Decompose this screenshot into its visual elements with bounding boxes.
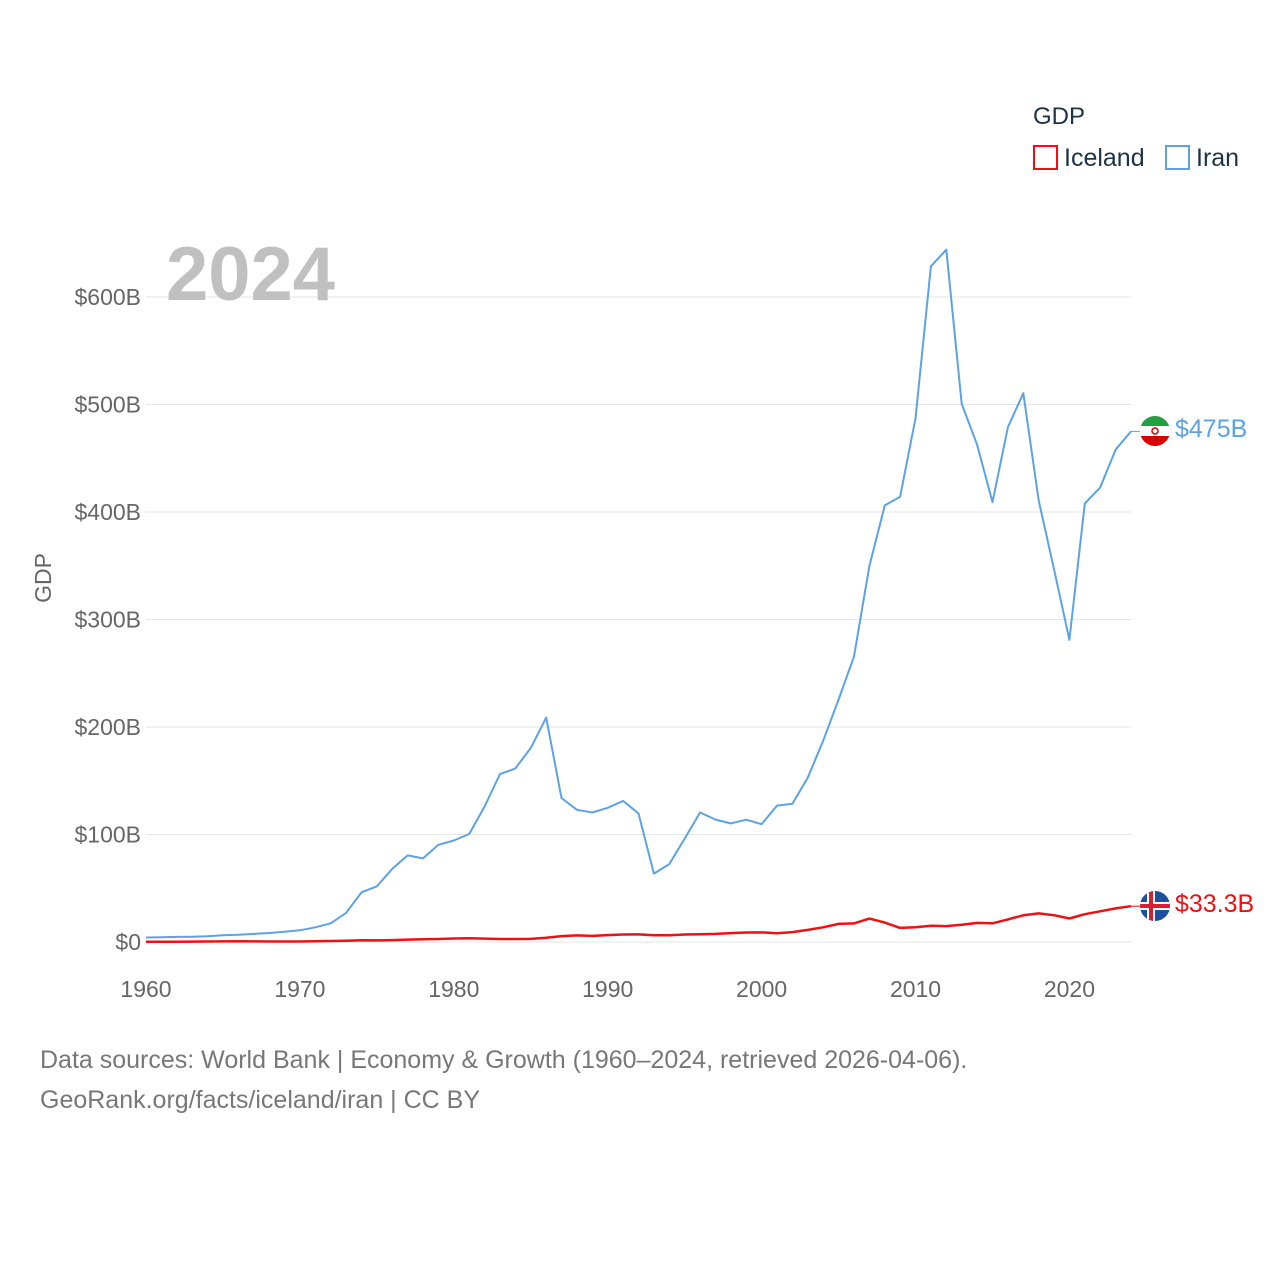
series-lines — [145, 248, 1140, 944]
x-tick-label: 1980 — [428, 976, 479, 1002]
legend-item-iceland[interactable]: Iceland — [1033, 144, 1145, 172]
source-line-2[interactable]: GeoRank.org/facts/iceland/iran | CC BY — [40, 1086, 481, 1114]
legend[interactable]: GDP Iceland Iran — [1033, 103, 1239, 172]
legend-title: GDP — [1033, 103, 1085, 130]
x-tick-label: 1960 — [120, 976, 171, 1002]
y-tick-label: $100B — [74, 822, 141, 848]
legend-label-iran: Iran — [1196, 144, 1239, 172]
iceland-flag-icon — [1140, 891, 1170, 921]
legend-swatch-iceland — [1033, 145, 1058, 170]
iran-flag-icon — [1140, 416, 1170, 446]
gridlines — [146, 296, 1131, 943]
source-line-1: Data sources: World Bank | Economy & Gro… — [40, 1046, 968, 1074]
y-axis-label: GDP — [30, 553, 56, 603]
y-tick-label: $300B — [74, 607, 141, 633]
x-axis: 1960 1970 1980 1990 2000 2010 2020 — [120, 976, 1095, 1002]
source-note: Data sources: World Bank | Economy & Gro… — [40, 1040, 967, 1120]
legend-label-iceland: Iceland — [1064, 144, 1145, 172]
series-line-iran[interactable] — [145, 248, 1132, 939]
iceland-end-value: $33.3B — [1175, 890, 1254, 918]
y-tick-label: $0 — [115, 929, 141, 955]
legend-swatch-iran — [1165, 145, 1190, 170]
y-axis: $0 $100B $200B $300B $400B $500B $600B — [74, 284, 141, 955]
y-tick-label: $200B — [74, 714, 141, 740]
legend-item-iran[interactable]: Iran — [1165, 144, 1239, 172]
x-tick-label: 2010 — [890, 976, 941, 1002]
y-tick-label: $600B — [74, 284, 141, 310]
x-tick-label: 2000 — [736, 976, 787, 1002]
y-tick-label: $500B — [74, 392, 141, 418]
iran-end-value: $475B — [1175, 415, 1247, 443]
x-tick-label: 2020 — [1044, 976, 1095, 1002]
series-line-iceland[interactable] — [145, 904, 1132, 944]
y-tick-label: $400B — [74, 499, 141, 525]
year-label: 2024 — [166, 232, 335, 317]
x-tick-label: 1990 — [582, 976, 633, 1002]
x-tick-label: 1970 — [274, 976, 325, 1002]
